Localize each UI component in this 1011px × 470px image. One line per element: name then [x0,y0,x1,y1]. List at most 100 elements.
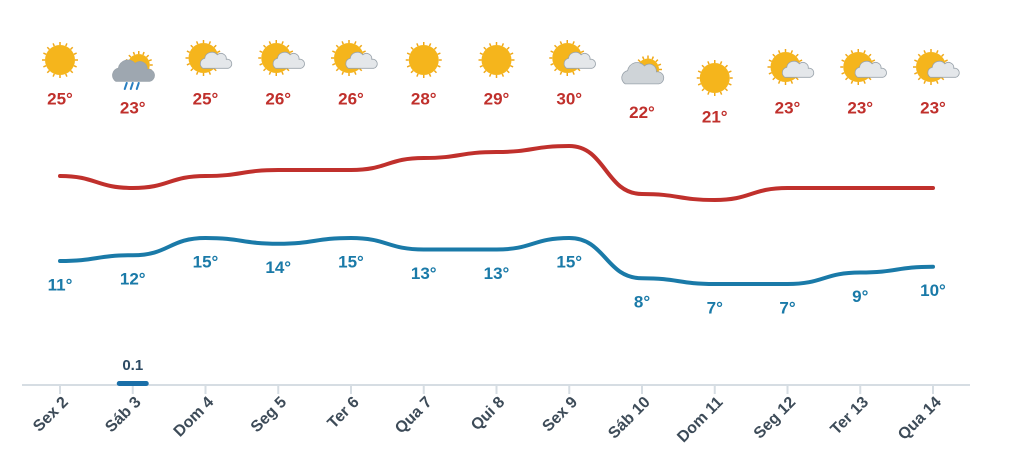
sun-ray [550,50,554,53]
sun-ray [428,43,432,47]
sun-ray [289,50,294,53]
cloud [927,60,960,78]
sun-ray [914,72,918,75]
sun-ray [362,50,366,53]
weather-icon [42,42,78,78]
temperature-label: 9° [852,287,868,306]
cloud [112,59,155,82]
temperature-label: 13° [484,264,510,283]
sun-ray [850,50,854,54]
temperature-line [58,143,935,203]
sun-ray [437,65,441,68]
sun-ray [941,53,945,57]
temperature-label: 11° [48,275,73,294]
sun-ray [281,41,284,45]
x-tick-label: Sex 9 [539,394,581,436]
temperature-label: 23° [920,98,946,117]
sun-ray [433,46,438,50]
sun-ray [406,65,411,68]
rain-drop [135,82,140,90]
temperature-label: 21° [702,107,728,126]
sun-ray [707,61,710,65]
sun-ray [259,50,263,53]
sun-ray [580,50,585,53]
weather-icon [621,55,665,85]
sun-ray [213,44,217,48]
sun-ray [208,41,212,45]
temperature-label: 30° [556,89,582,108]
sun-ray [844,53,849,57]
weather-icon [696,60,733,96]
sun-ray [655,59,659,63]
weather-icon [258,40,305,76]
x-tick-label: Sáb 3 [102,394,144,436]
sun-ray [70,70,74,74]
sun-ray [65,73,68,77]
sun-ray [488,73,492,77]
sun-ray [790,80,794,84]
temperature-label: 28° [411,89,437,108]
sun-ray [213,68,217,72]
sun-ray [145,54,150,58]
x-tick-label: Ter 13 [828,394,873,439]
temperature-label: 7° [707,298,723,317]
sun-ray [506,46,510,50]
sun [481,45,512,75]
weather-icon [331,40,378,76]
temperature-label: 15° [338,252,364,271]
sun-ray [777,80,781,84]
sun-ray [52,73,55,77]
sun-ray [410,46,414,50]
sun-ray [917,53,921,57]
weather-icon [767,49,815,85]
x-tick-label: Qua 7 [392,394,436,438]
weather-icon [913,49,960,85]
sun-ray [572,71,575,75]
sun-ray [341,71,344,75]
cloud [854,60,887,78]
sun-ray [799,59,803,62]
sun-ray [701,64,705,68]
sun-ray [553,44,558,48]
x-tick-label: Dom 4 [171,394,218,441]
sun-ray [651,56,655,60]
rain-drop [129,82,134,90]
x-tick-label: Sáb 10 [605,394,654,443]
sun-ray [701,88,705,92]
sun-ray [871,59,876,62]
sun-ray [863,50,866,54]
sun-ray [128,54,132,58]
temperature-label: 14° [265,258,291,277]
temperature-label: 26° [338,89,364,108]
cloud [272,51,305,69]
sun-ray [73,52,77,55]
temperature-label: 23° [120,98,146,117]
x-tick-label: Qui 8 [468,394,508,434]
sun-ray [550,63,554,66]
x-tick-label: Ter 6 [325,394,363,432]
cloud [345,51,378,69]
sun-ray [501,43,505,47]
sun-ray [868,77,872,81]
x-tick-label: Seg 5 [248,394,290,436]
sun-ray [863,80,866,84]
sun-ray [479,65,483,68]
sun-ray [488,43,492,47]
sun-ray [262,68,267,72]
sun-ray [268,41,272,45]
sun-ray [850,80,854,84]
sun-ray [483,70,487,74]
sun-ray [510,52,514,55]
sun-ray [844,77,849,81]
temperature-label: 25° [47,89,73,108]
sun-ray [359,68,363,72]
sun-ray [553,68,558,72]
sun-ray [917,77,921,81]
sun-ray [43,52,47,55]
sun-ray [936,50,939,54]
sun-ray [572,41,575,45]
sun-ray [795,53,799,57]
sun-ray [281,71,284,75]
sun-ray [437,52,441,55]
